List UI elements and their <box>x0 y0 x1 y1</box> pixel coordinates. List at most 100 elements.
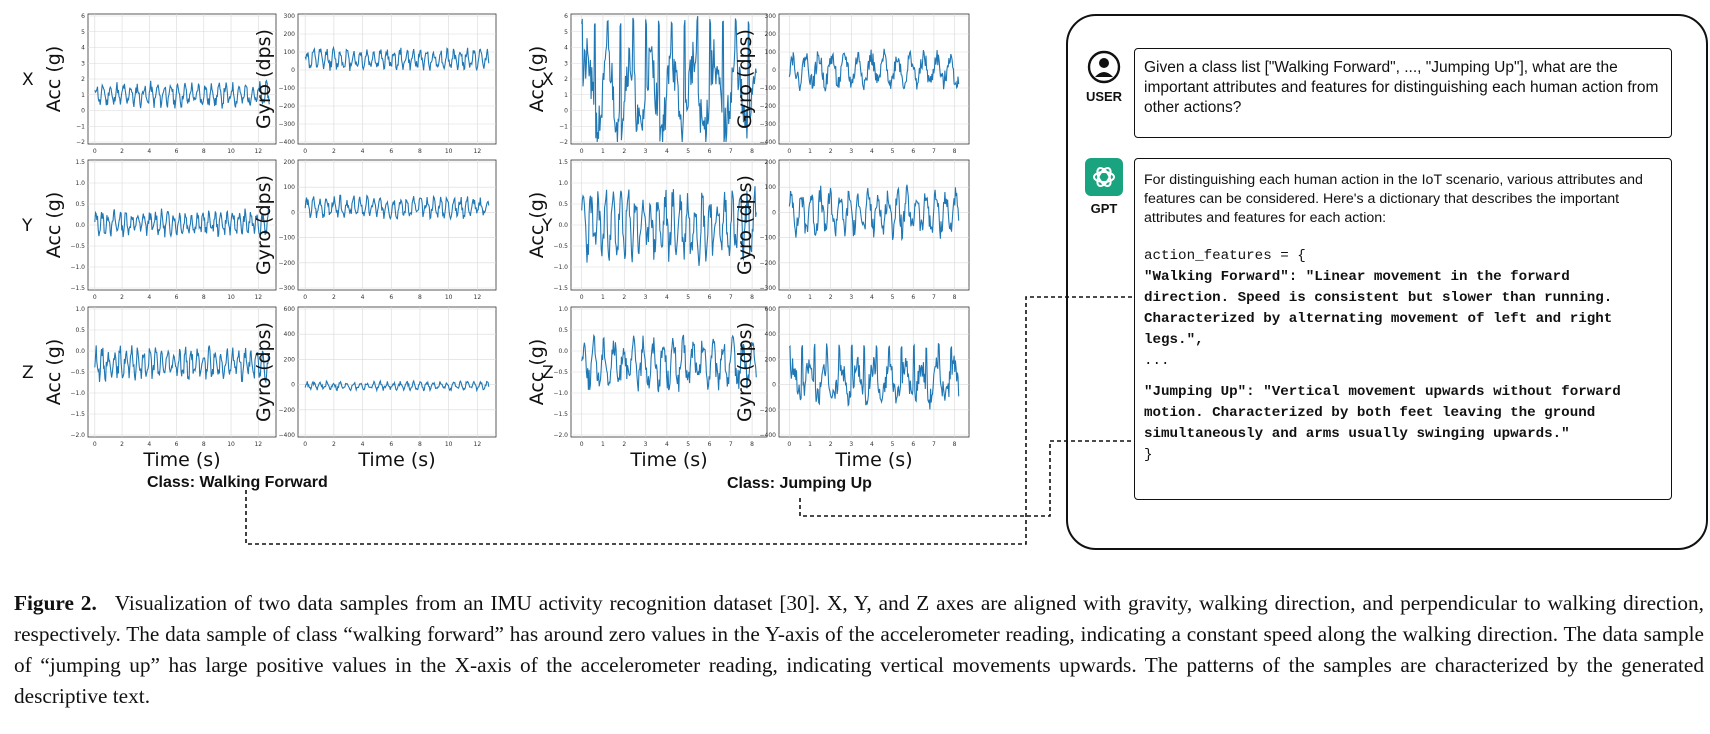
y-tick-label: 200 <box>765 356 777 363</box>
gpt-message-bubble: For distinguishing each human action in … <box>1134 158 1672 500</box>
openai-logo-icon <box>1085 158 1123 196</box>
y-tick-label: −1.0 <box>553 390 568 397</box>
y-tick-label: 1.0 <box>75 180 85 187</box>
plot-walking-forward-y-acc: 1.5 1.0 0.5 0.0 −0.5 −1.0 −1.5 0 2 4 6 8 10 12 Acc (g) <box>43 159 277 301</box>
x-tick-label: 0 <box>93 441 97 448</box>
class-label-walking: Class: Walking Forward <box>147 474 328 491</box>
y-tick-label: 0 <box>772 67 776 74</box>
y-tick-label: −1.0 <box>70 390 85 397</box>
x-tick-label: 4 <box>147 148 151 155</box>
y-tick-label: 4 <box>564 45 568 52</box>
plot-jumping-up-x-acc: 6 5 4 3 2 1 0 −1 −2 0 1 2 3 4 5 6 7 8 Acc (g) <box>526 13 768 155</box>
x-tick-label: 3 <box>849 441 853 448</box>
x-tick-label: 8 <box>418 294 422 301</box>
y-axis-label: Gyro (dps) <box>734 175 756 275</box>
y-tick-label: 100 <box>765 184 777 191</box>
y-tick-label: −200 <box>279 260 296 267</box>
y-tick-label: 0 <box>291 67 295 74</box>
caption-label: Figure 2. <box>14 591 97 615</box>
y-tick-label: −400 <box>279 432 296 439</box>
x-tick-label: 4 <box>870 294 874 301</box>
y-tick-label: 100 <box>284 49 296 56</box>
y-tick-label: −200 <box>760 260 777 267</box>
y-tick-label: 200 <box>284 31 296 38</box>
y-tick-label: −300 <box>279 121 296 128</box>
series-line <box>94 345 270 384</box>
x-tick-label: 5 <box>686 294 690 301</box>
y-tick-label: −1.0 <box>70 264 85 271</box>
y-tick-label: 0 <box>291 382 295 389</box>
y-tick-label: 0.0 <box>558 222 568 229</box>
y-tick-label: 100 <box>765 49 777 56</box>
y-axis-label: Acc (g) <box>43 192 65 258</box>
x-tick-label: 6 <box>708 441 712 448</box>
y-tick-label: −100 <box>279 235 296 242</box>
x-tick-label: 5 <box>891 294 895 301</box>
x-tick-label: 8 <box>750 441 754 448</box>
series-line <box>304 45 490 72</box>
x-tick-label: 7 <box>729 294 733 301</box>
y-tick-label: −0.5 <box>553 369 568 376</box>
x-tick-label: 7 <box>729 441 733 448</box>
x-tick-label: 1 <box>808 441 812 448</box>
x-tick-label: 4 <box>147 441 151 448</box>
y-tick-label: 4 <box>81 45 85 52</box>
plot-walking-forward-z-acc: 1.0 0.5 0.0 −0.5 −1.0 −1.5 −2.0 0 2 4 6 8 10 12 Acc (g… <box>43 306 277 448</box>
plot-jumping-up-x-gyro: 300 200 100 0 −100 −200 −300 −400 0 1 2 3 4 5 6 7 8 Gyro … <box>734 13 970 155</box>
y-tick-label: −1.0 <box>553 264 568 271</box>
jumping-feature-entry: "Jumping Up": "Vertical movement upwards… <box>1144 382 1662 445</box>
y-tick-label: 1.0 <box>558 180 568 187</box>
user-message-bubble: Given a class list ["Walking Forward", .… <box>1134 48 1672 138</box>
y-tick-label: 3 <box>81 60 85 67</box>
y-tick-label: −400 <box>760 432 777 439</box>
x-tick-label: 2 <box>829 148 833 155</box>
x-tick-label: 1 <box>808 294 812 301</box>
x-tick-label: 2 <box>120 441 124 448</box>
plot-jumping-up-z-gyro: 600 400 200 0 −200 −400 0 1 2 3 4 5 6 7 8 Gyro (dps) <box>734 306 970 448</box>
gpt-intro-text: For distinguishing each human action in … <box>1144 172 1643 226</box>
y-tick-label: −0.5 <box>70 243 85 250</box>
x-tick-label: 7 <box>932 294 936 301</box>
x-tick-label: 10 <box>227 441 235 448</box>
user-avatar: USER <box>1078 50 1130 104</box>
x-tick-label: 6 <box>911 148 915 155</box>
chat-panel: USER Given a class list ["Walking Forwar… <box>1066 14 1708 550</box>
series-line <box>94 208 270 239</box>
series-line <box>788 48 960 92</box>
y-tick-label: −0.5 <box>70 369 85 376</box>
y-tick-label: 100 <box>284 184 296 191</box>
y-tick-label: 1.0 <box>75 306 85 313</box>
y-tick-label: 400 <box>284 331 296 338</box>
y-tick-label: 6 <box>81 13 85 20</box>
series-line <box>788 184 960 242</box>
y-axis-label: Gyro (dps) <box>253 29 275 129</box>
x-tick-label: 0 <box>580 441 584 448</box>
y-tick-label: −100 <box>279 85 296 92</box>
series-line <box>581 333 757 393</box>
user-label: USER <box>1085 89 1123 104</box>
y-tick-label: −1.5 <box>70 285 85 292</box>
x-tick-label: 0 <box>580 294 584 301</box>
plot-frame <box>297 159 497 291</box>
x-tick-label: 0 <box>787 441 791 448</box>
y-tick-label: −300 <box>760 121 777 128</box>
y-tick-label: −200 <box>279 103 296 110</box>
x-tick-label: 2 <box>829 441 833 448</box>
y-tick-label: 2 <box>564 76 568 83</box>
x-tick-label: 12 <box>254 441 262 448</box>
x-tick-label: 10 <box>445 294 453 301</box>
walking-feature-entry: "Walking Forward": "Linear movement in t… <box>1144 267 1662 351</box>
y-tick-label: 0 <box>291 209 295 216</box>
y-tick-label: 0.5 <box>558 201 568 208</box>
x-tick-label: 12 <box>474 441 482 448</box>
x-tick-label: 8 <box>953 294 957 301</box>
y-tick-label: 1 <box>564 92 568 99</box>
y-axis-label: Gyro (dps) <box>253 175 275 275</box>
x-axis-label: Time (s) <box>834 449 912 471</box>
figure-caption: Figure 2. Visualization of two data sampl… <box>14 588 1704 712</box>
y-tick-label: 300 <box>765 13 777 20</box>
plot-frame <box>778 13 970 145</box>
x-axis-label: Time (s) <box>357 449 435 471</box>
